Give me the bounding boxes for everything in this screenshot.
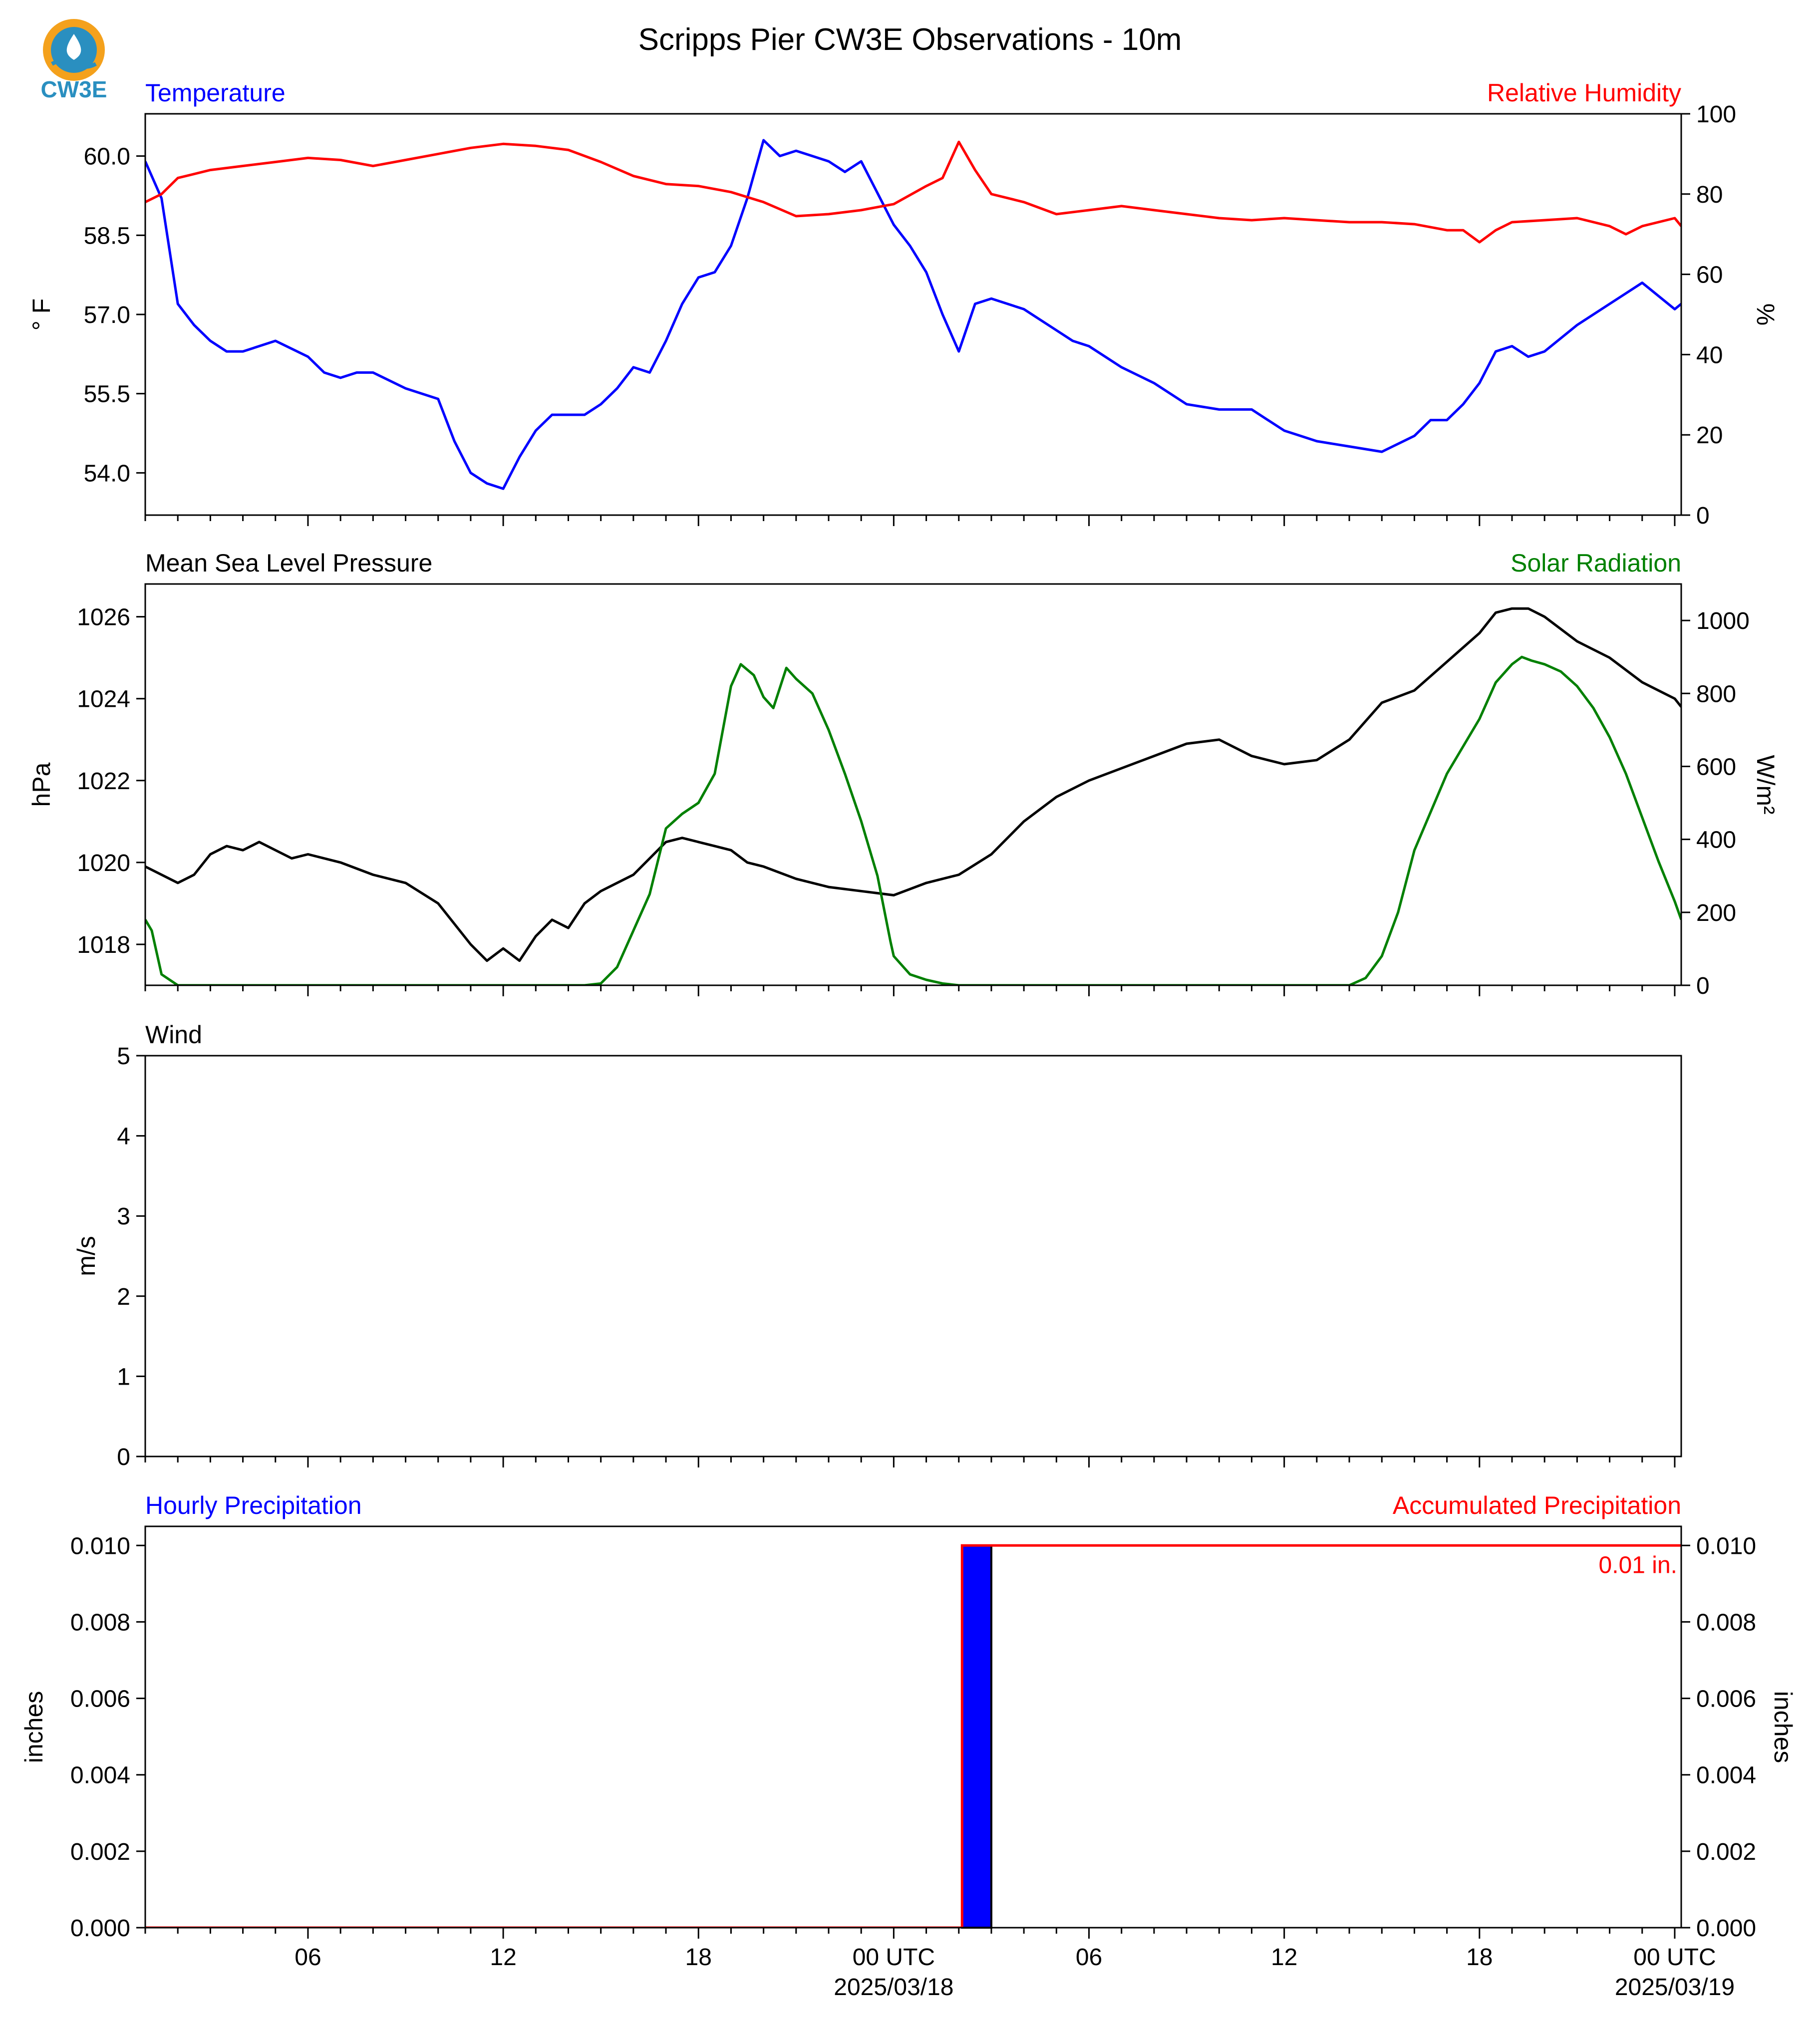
series-line-mean-sea-level-pressure (145, 607, 1681, 962)
panel-left-title: Wind (145, 1021, 202, 1049)
panel-right-title: Accumulated Precipitation (1393, 1491, 1681, 1519)
panel-left-title: Mean Sea Level Pressure (145, 549, 432, 577)
panel-left-title: Temperature (145, 79, 286, 107)
x-tick-label: 06 (295, 1944, 321, 1971)
y-tick-label-right: 60 (1696, 262, 1723, 289)
y-tick-label-left: 60.0 (84, 144, 130, 170)
panel-precipitation: Hourly Precipitation Accumulated Precipit… (20, 1491, 1797, 2001)
y-tick-label-left: 0.000 (70, 1915, 130, 1942)
y-axis-label-right: inches (1769, 1691, 1797, 1763)
y-tick-label-left: 1018 (77, 932, 130, 958)
y-tick-label-right: 0 (1696, 503, 1710, 529)
y-axis-label-left: ° F (27, 298, 55, 330)
panel-frame (144, 113, 1682, 516)
x-tick-date: 2025/03/19 (1615, 1974, 1735, 2001)
y-tick-label-left: 1 (117, 1364, 130, 1390)
y-tick-label-right: 80 (1696, 182, 1723, 208)
y-tick-label-right: 400 (1696, 827, 1736, 854)
panel-frame (144, 1525, 1682, 1929)
figure-title: Scripps Pier CW3E Observations - 10m (638, 22, 1182, 57)
y-axis-label-right: % (1752, 303, 1780, 325)
y-tick-label-left: 55.5 (84, 381, 130, 408)
y-tick-label-right: 0.002 (1696, 1839, 1756, 1865)
y-tick-label-right: 0.008 (1696, 1609, 1756, 1636)
panels: Temperature Relative Humidity 54.0 55.5 57.0… (20, 79, 1797, 2001)
y-tick-label-right: 0.004 (1696, 1762, 1756, 1789)
y-tick-label-right: 1000 (1696, 608, 1750, 634)
panel-wind: Wind 0 1 2 3 4 5 m/s (72, 1021, 1682, 1470)
y-tick-label-left: 54.0 (84, 460, 130, 487)
y-tick-label-left: 0.008 (70, 1609, 130, 1636)
logo-text: CW3E (41, 76, 107, 102)
panel-frame (144, 1055, 1682, 1457)
x-tick-label: 18 (685, 1944, 712, 1971)
x-tick-date: 2025/03/18 (834, 1974, 953, 2001)
x-tick-label: 12 (490, 1944, 516, 1971)
series-line-solar-radiation (145, 655, 1681, 985)
y-axis-label-right: W/m² (1752, 755, 1780, 814)
panel-frame (144, 583, 1682, 986)
y-tick-label-right: 200 (1696, 900, 1736, 926)
y-tick-label-left: 1024 (77, 686, 130, 713)
x-tick-label: 00 UTC (1633, 1944, 1716, 1971)
x-tick-label: 18 (1466, 1944, 1493, 1971)
y-tick-label-left: 58.5 (84, 223, 130, 249)
y-tick-label-left: 2 (117, 1284, 130, 1310)
y-axis-label-left: m/s (72, 1236, 100, 1276)
logo-wave-icon (51, 59, 97, 69)
y-tick-label-left: 0 (117, 1444, 130, 1470)
y-tick-label-left: 0.010 (70, 1533, 130, 1559)
y-tick-label-right: 100 (1696, 101, 1736, 128)
logo-drop-icon (66, 34, 81, 60)
y-tick-label-right: 600 (1696, 754, 1736, 780)
y-tick-label-right: 0.000 (1696, 1915, 1756, 1942)
series-line-relative-humidity (145, 140, 1681, 244)
y-tick-label-left: 0.004 (70, 1762, 130, 1789)
y-tick-label-right: 800 (1696, 681, 1736, 707)
y-tick-label-left: 0.006 (70, 1686, 130, 1713)
accumulated-precip-line (145, 1544, 1681, 1928)
y-tick-label-left: 57.0 (84, 302, 130, 328)
accumulated-annotation: 0.01 in. (1599, 1552, 1677, 1578)
x-tick-label: 00 UTC (853, 1944, 935, 1971)
y-tick-label-left: 3 (117, 1203, 130, 1230)
y-tick-label-left: 1022 (77, 768, 130, 795)
x-tick-label: 06 (1076, 1944, 1102, 1971)
y-tick-label-left: 5 (117, 1043, 130, 1070)
precip-bar (961, 1544, 992, 1929)
y-tick-label-right: 0.010 (1696, 1533, 1756, 1559)
panel-pressure-solar: Mean Sea Level Pressure Solar Radiation 10… (27, 549, 1780, 999)
cw3e-logo: CW3E (41, 19, 107, 102)
panel-right-title: Solar Radiation (1511, 549, 1681, 577)
y-tick-label-right: 0.006 (1696, 1686, 1756, 1713)
y-tick-label-left: 4 (117, 1124, 130, 1150)
y-axis-label-left: inches (20, 1691, 48, 1763)
y-tick-label-right: 20 (1696, 422, 1723, 449)
y-tick-label-left: 1020 (77, 850, 130, 876)
panel-temperature-humidity: Temperature Relative Humidity 54.0 55.5 57.0… (27, 79, 1780, 529)
y-tick-label-right: 40 (1696, 342, 1723, 368)
y-axis-label-left: hPa (27, 762, 55, 807)
y-tick-label-right: 0 (1696, 973, 1710, 999)
y-tick-label-left: 1026 (77, 604, 130, 631)
x-tick-label: 12 (1271, 1944, 1297, 1971)
y-tick-label-left: 0.002 (70, 1839, 130, 1865)
series-line-temperature (145, 139, 1681, 490)
panel-right-title: Relative Humidity (1487, 79, 1681, 107)
panel-left-title: Hourly Precipitation (145, 1491, 362, 1519)
